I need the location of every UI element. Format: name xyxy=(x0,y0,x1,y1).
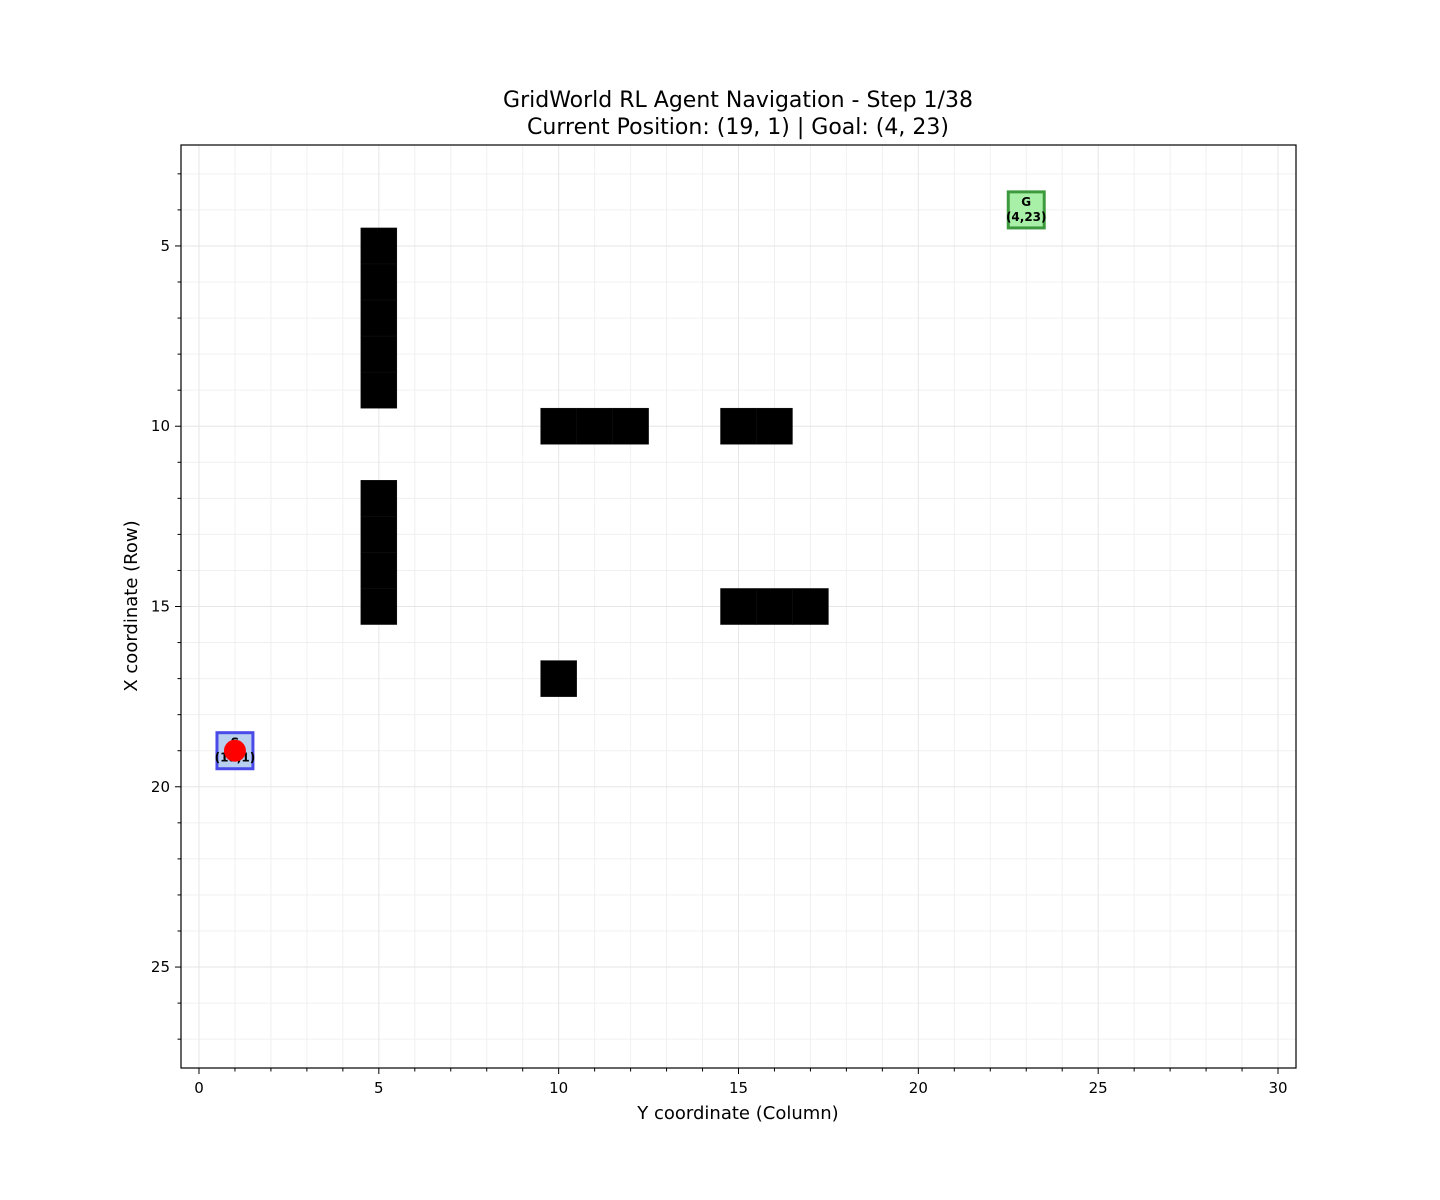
x-tick-label: 20 xyxy=(909,1079,928,1097)
obstacle-cell xyxy=(360,299,398,337)
chart-title-line1: GridWorld RL Agent Navigation - Step 1/3… xyxy=(503,88,973,113)
x-tick-label: 25 xyxy=(1089,1079,1108,1097)
y-axis-label: X coordinate (Row) xyxy=(121,520,142,691)
obstacle-cell xyxy=(360,227,398,265)
x-tick-label: 0 xyxy=(194,1079,204,1097)
obstacle-cell xyxy=(792,588,829,625)
goal-coord-label: (4,23) xyxy=(1006,210,1047,224)
y-tick-label: 10 xyxy=(151,417,170,435)
obstacle-cell xyxy=(612,407,649,445)
x-axis-label: Y coordinate (Column) xyxy=(636,1103,838,1124)
y-tick-label: 15 xyxy=(151,598,170,616)
obstacle-cell xyxy=(360,516,398,553)
y-tick-label: 20 xyxy=(151,778,170,796)
obstacle-cell xyxy=(756,588,793,625)
y-tick-label: 5 xyxy=(160,237,170,255)
goal-cell xyxy=(1006,190,1046,230)
obstacle-cell xyxy=(360,263,398,301)
goal-letter: G xyxy=(1021,195,1031,209)
x-tick-label: 5 xyxy=(374,1079,384,1097)
x-tick-label: 10 xyxy=(549,1079,568,1097)
obstacle-cell xyxy=(360,588,398,625)
obstacle-cell xyxy=(576,407,613,445)
obstacle-cell xyxy=(720,407,757,445)
x-tick-label: 30 xyxy=(1268,1079,1287,1097)
obstacle-cell xyxy=(756,407,793,445)
x-tick-label: 15 xyxy=(729,1079,748,1097)
obstacle-cell xyxy=(360,371,398,409)
obstacle-cell xyxy=(720,588,757,625)
obstacle-cell xyxy=(360,480,398,517)
obstacle-cell xyxy=(540,407,577,445)
obstacle-cell xyxy=(360,335,398,373)
agent-marker xyxy=(223,739,246,762)
obstacle-cell xyxy=(540,660,577,697)
chart-title-line2: Current Position: (19, 1) | Goal: (4, 23… xyxy=(527,115,949,140)
obstacle-cell xyxy=(360,552,398,589)
y-tick-label: 25 xyxy=(151,958,170,976)
